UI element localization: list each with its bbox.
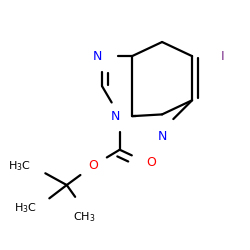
Text: N: N (110, 110, 120, 123)
Text: CH$_3$: CH$_3$ (73, 210, 96, 224)
Text: I: I (220, 50, 224, 63)
Text: H$_3$C: H$_3$C (14, 201, 37, 215)
Text: N: N (158, 130, 167, 143)
Text: O: O (146, 156, 156, 168)
Text: H$_3$C: H$_3$C (8, 159, 32, 172)
Text: N: N (93, 50, 102, 63)
Text: O: O (88, 159, 98, 172)
